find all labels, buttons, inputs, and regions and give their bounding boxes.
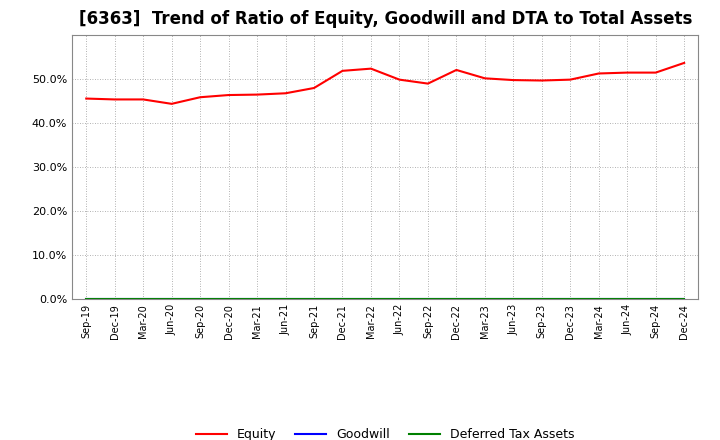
Equity bbox=[366, 66, 375, 71]
Deferred Tax Assets bbox=[423, 297, 432, 302]
Goodwill bbox=[680, 297, 688, 302]
Goodwill bbox=[196, 297, 204, 302]
Deferred Tax Assets bbox=[338, 297, 347, 302]
Equity bbox=[423, 81, 432, 86]
Equity bbox=[110, 97, 119, 102]
Goodwill bbox=[253, 297, 261, 302]
Deferred Tax Assets bbox=[566, 297, 575, 302]
Deferred Tax Assets bbox=[139, 297, 148, 302]
Goodwill bbox=[82, 297, 91, 302]
Goodwill bbox=[110, 297, 119, 302]
Deferred Tax Assets bbox=[110, 297, 119, 302]
Equity bbox=[566, 77, 575, 82]
Goodwill bbox=[395, 297, 404, 302]
Deferred Tax Assets bbox=[452, 297, 461, 302]
Deferred Tax Assets bbox=[253, 297, 261, 302]
Deferred Tax Assets bbox=[225, 297, 233, 302]
Deferred Tax Assets bbox=[509, 297, 518, 302]
Goodwill bbox=[452, 297, 461, 302]
Goodwill bbox=[509, 297, 518, 302]
Deferred Tax Assets bbox=[366, 297, 375, 302]
Equity bbox=[480, 76, 489, 81]
Equity bbox=[595, 71, 603, 76]
Goodwill bbox=[282, 297, 290, 302]
Title: [6363]  Trend of Ratio of Equity, Goodwill and DTA to Total Assets: [6363] Trend of Ratio of Equity, Goodwil… bbox=[78, 10, 692, 28]
Deferred Tax Assets bbox=[537, 297, 546, 302]
Goodwill bbox=[139, 297, 148, 302]
Equity bbox=[167, 101, 176, 106]
Equity bbox=[282, 91, 290, 96]
Equity bbox=[196, 95, 204, 100]
Deferred Tax Assets bbox=[595, 297, 603, 302]
Deferred Tax Assets bbox=[652, 297, 660, 302]
Equity bbox=[139, 97, 148, 102]
Equity bbox=[310, 85, 318, 91]
Equity bbox=[623, 70, 631, 75]
Deferred Tax Assets bbox=[623, 297, 631, 302]
Equity bbox=[338, 68, 347, 73]
Goodwill bbox=[595, 297, 603, 302]
Equity bbox=[652, 70, 660, 75]
Goodwill bbox=[366, 297, 375, 302]
Deferred Tax Assets bbox=[82, 297, 91, 302]
Goodwill bbox=[225, 297, 233, 302]
Deferred Tax Assets bbox=[480, 297, 489, 302]
Goodwill bbox=[310, 297, 318, 302]
Deferred Tax Assets bbox=[282, 297, 290, 302]
Line: Equity: Equity bbox=[86, 63, 684, 104]
Deferred Tax Assets bbox=[196, 297, 204, 302]
Equity bbox=[395, 77, 404, 82]
Equity bbox=[680, 60, 688, 66]
Deferred Tax Assets bbox=[310, 297, 318, 302]
Equity bbox=[253, 92, 261, 97]
Goodwill bbox=[537, 297, 546, 302]
Equity bbox=[225, 92, 233, 98]
Legend: Equity, Goodwill, Deferred Tax Assets: Equity, Goodwill, Deferred Tax Assets bbox=[191, 423, 580, 440]
Deferred Tax Assets bbox=[167, 297, 176, 302]
Deferred Tax Assets bbox=[395, 297, 404, 302]
Goodwill bbox=[167, 297, 176, 302]
Goodwill bbox=[652, 297, 660, 302]
Goodwill bbox=[480, 297, 489, 302]
Equity bbox=[509, 77, 518, 83]
Goodwill bbox=[338, 297, 347, 302]
Deferred Tax Assets bbox=[680, 297, 688, 302]
Goodwill bbox=[423, 297, 432, 302]
Goodwill bbox=[623, 297, 631, 302]
Equity bbox=[82, 96, 91, 101]
Equity bbox=[537, 78, 546, 83]
Goodwill bbox=[566, 297, 575, 302]
Equity bbox=[452, 67, 461, 73]
